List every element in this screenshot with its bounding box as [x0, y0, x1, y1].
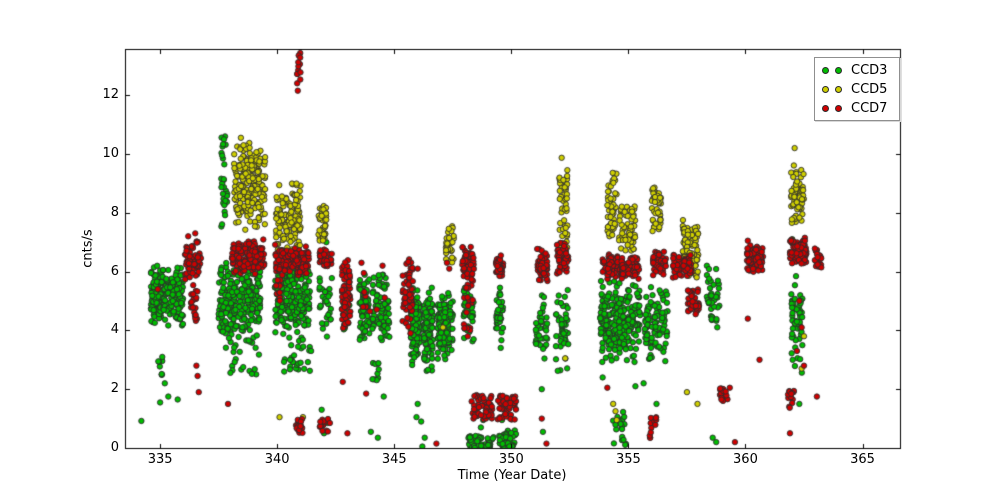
legend: CCD3 CCD5 CCD7 — [814, 57, 900, 121]
ccd5-marker-icon — [835, 86, 842, 93]
y-tick-label: 8 — [110, 204, 119, 220]
y-tick-label: 12 — [102, 87, 119, 103]
legend-item-ccd5: CCD5 — [815, 80, 899, 99]
ccd7-marker-icon — [822, 105, 829, 112]
legend-item-ccd7: CCD7 — [815, 99, 899, 118]
x-tick-label: 350 — [498, 452, 524, 467]
x-tick-label: 365 — [850, 452, 875, 467]
ccd7-marker-icon — [835, 105, 842, 112]
legend-label: CCD3 — [851, 63, 888, 78]
x-tick-label: 335 — [147, 452, 173, 467]
ccd3-marker-icon — [835, 67, 842, 74]
x-tick-label: 360 — [733, 452, 758, 467]
y-tick-label: 4 — [110, 322, 119, 338]
legend-label: CCD5 — [851, 82, 888, 97]
x-tick-label: 355 — [615, 452, 641, 467]
y-tick-label: 6 — [110, 263, 119, 279]
y-tick-label: 2 — [110, 381, 119, 397]
legend-label: CCD7 — [851, 101, 888, 116]
ccd3-marker-icon — [822, 67, 829, 74]
y-tick-label: 0 — [110, 440, 119, 455]
x-tick-label: 340 — [264, 452, 290, 467]
y-tick-label: 10 — [102, 145, 119, 161]
legend-item-ccd3: CCD3 — [815, 61, 899, 80]
x-tick-label: 345 — [381, 452, 407, 467]
x-axis-label: Time (Year Date) — [457, 468, 567, 483]
ccd5-marker-icon — [822, 86, 829, 93]
y-axis-label: cnts/s — [80, 229, 96, 268]
